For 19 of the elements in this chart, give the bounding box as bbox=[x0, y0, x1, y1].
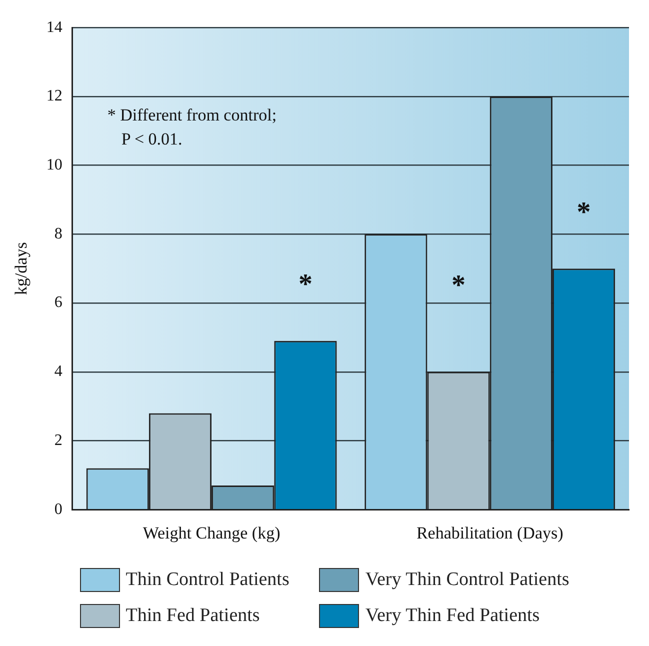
annotation: * bbox=[298, 269, 312, 300]
y-tick-label: 2 bbox=[54, 432, 62, 449]
legend-label: Thin Control Patients bbox=[126, 569, 290, 591]
annotation: * bbox=[452, 270, 466, 302]
x-tick-label: Weight Change (kg) bbox=[142, 523, 280, 542]
legend-label: Thin Fed Patients bbox=[126, 605, 260, 627]
y-tick-label: 0 bbox=[54, 500, 62, 518]
y-tick-label: 10 bbox=[46, 156, 62, 174]
annotation: * bbox=[576, 196, 591, 228]
y-axis-title: kg/days bbox=[12, 242, 31, 296]
y-tick-label: 4 bbox=[54, 363, 62, 380]
legend-label: Very Thin Fed Patients bbox=[365, 605, 540, 627]
x-tick-label: Rehabilitation (Days) bbox=[416, 523, 564, 542]
annotation: * Different from control; P < 0.01. bbox=[107, 106, 277, 149]
y-tick-label: 14 bbox=[46, 18, 62, 36]
y-tick-label: 12 bbox=[46, 88, 62, 105]
y-tick-label: 8 bbox=[54, 225, 62, 242]
legend-label: Very Thin Control Patients bbox=[365, 569, 570, 591]
y-tick-label: 6 bbox=[54, 294, 62, 312]
